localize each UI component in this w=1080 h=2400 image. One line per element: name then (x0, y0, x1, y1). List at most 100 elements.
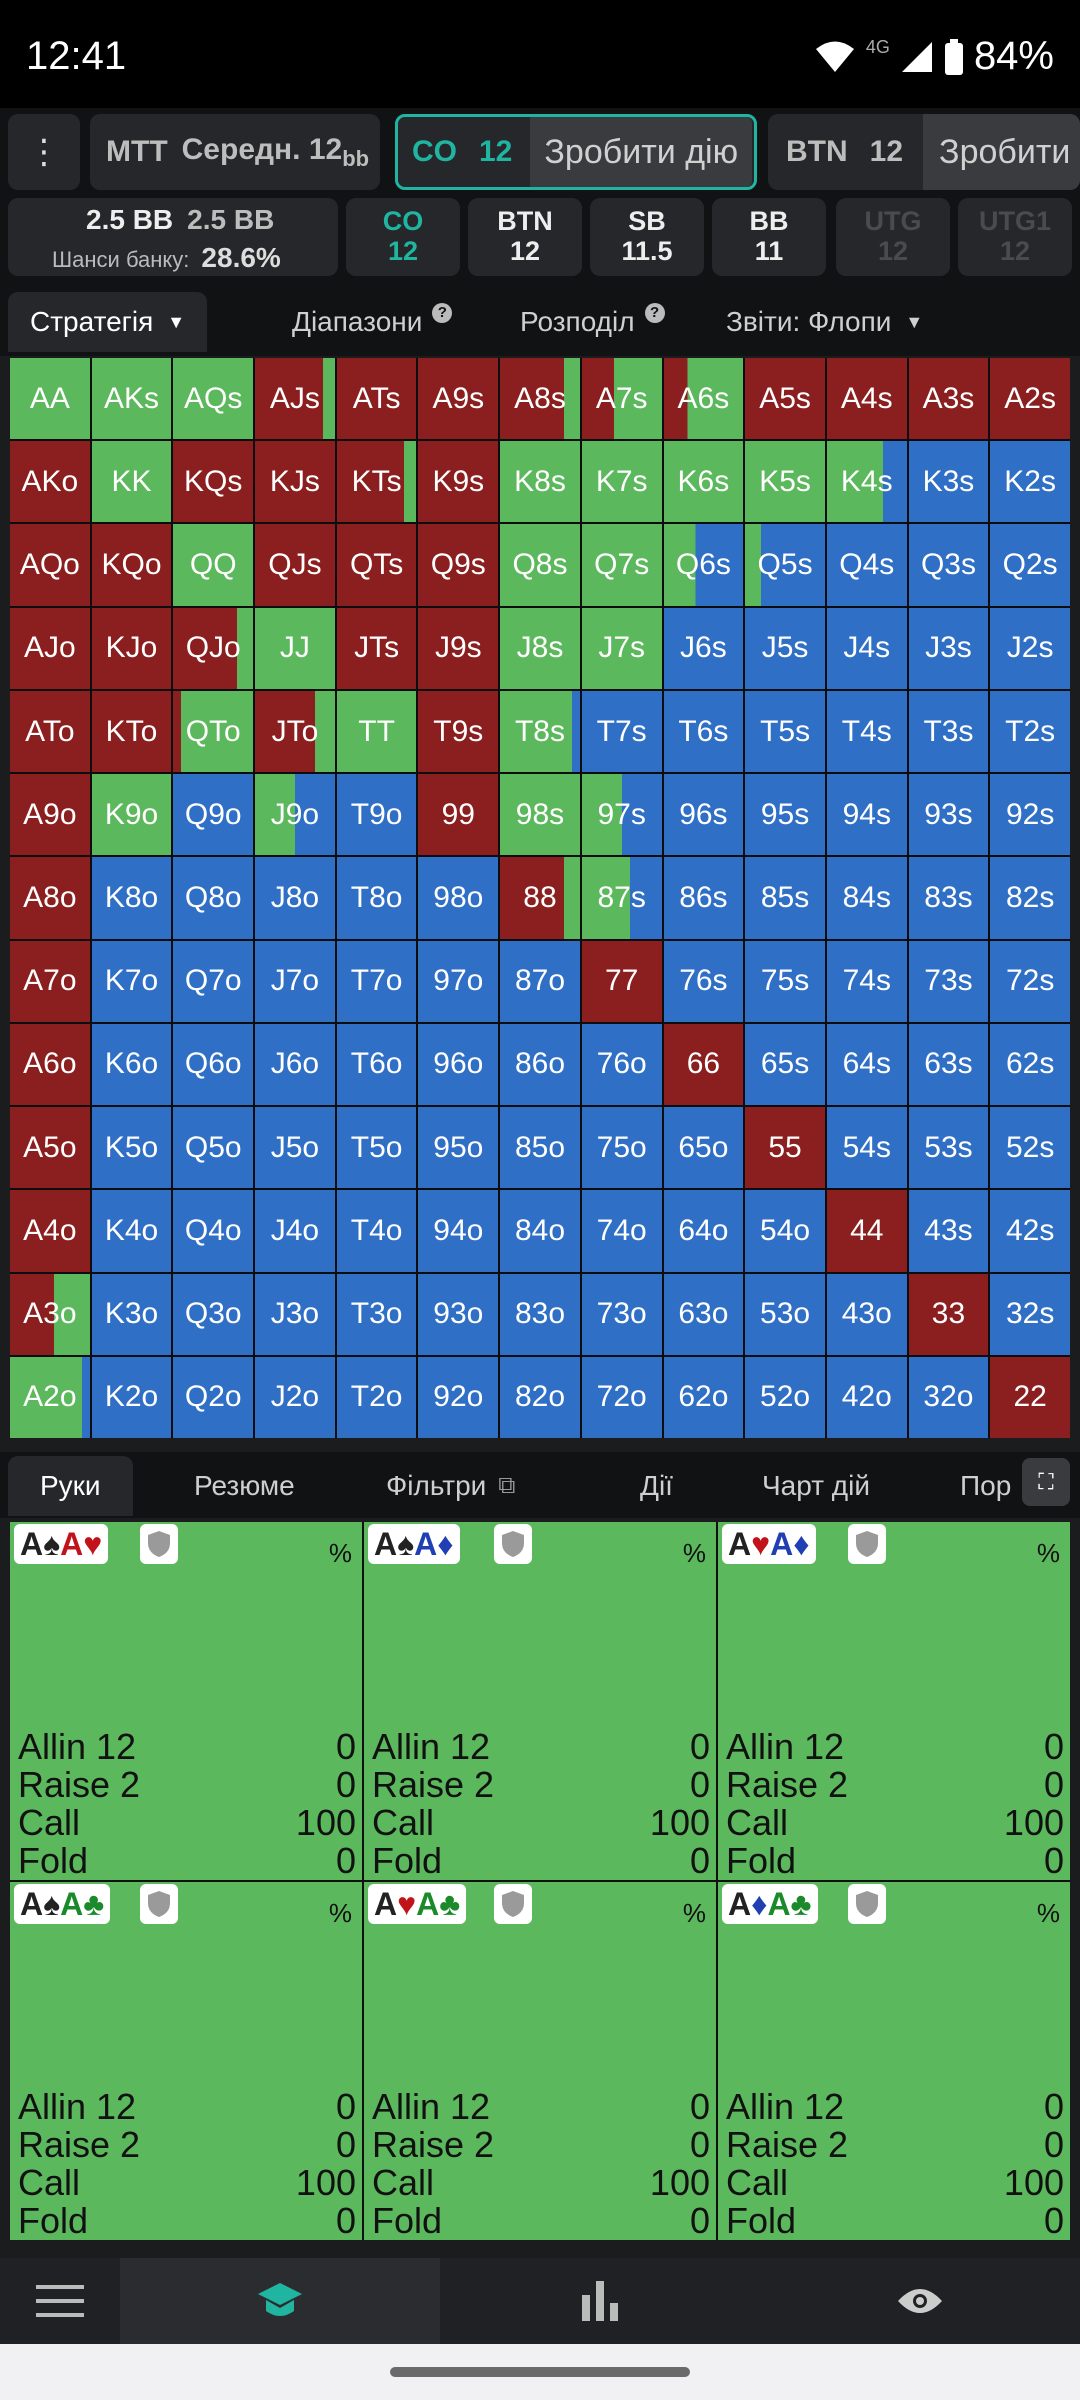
tab-summary[interactable]: Резюме (194, 1470, 295, 1501)
hand-cell-T4s[interactable]: T4s (826, 690, 907, 773)
hand-cell-A7s[interactable]: A7s (581, 358, 662, 440)
hand-cell-A8o[interactable]: A8o (10, 857, 90, 939)
hand-cell-T3s[interactable]: T3s (908, 690, 989, 773)
hand-combo-card[interactable]: A ♠ A ♣% Allin 12 0 Raise 2 0 Call 100 Fold 0 (10, 1882, 362, 2240)
hand-cell-J5s[interactable]: J5s (745, 607, 825, 689)
hand-cell-J4s[interactable]: J4s (826, 607, 907, 689)
hand-cell-64o[interactable]: 64o (663, 1190, 744, 1272)
hand-cell-J7s[interactable]: J7s (581, 607, 662, 689)
hand-cell-Q2s[interactable]: Q2s (990, 524, 1070, 606)
hand-cell-98o[interactable]: 98o (418, 857, 499, 939)
hand-cell-65o[interactable]: 65o (663, 1107, 744, 1189)
tab-filters[interactable]: Фільтри ⧉ (386, 1456, 515, 1516)
tab-hands[interactable]: Руки (8, 1456, 133, 1516)
home-handle[interactable] (390, 2367, 690, 2377)
hand-cell-A5s[interactable]: A5s (745, 358, 825, 440)
hand-cell-76s[interactable]: 76s (663, 940, 744, 1022)
hand-cell-32s[interactable]: 32s (990, 1273, 1070, 1355)
hand-cell-K6o[interactable]: K6o (91, 1023, 172, 1106)
hand-cell-87o[interactable]: 87o (500, 940, 580, 1022)
shield-icon[interactable] (848, 1524, 886, 1564)
hand-cell-88[interactable]: 88 (500, 857, 580, 939)
hand-cell-Q5o[interactable]: Q5o (173, 1107, 254, 1189)
hand-cell-84s[interactable]: 84s (826, 857, 907, 939)
hand-cell-K5o[interactable]: K5o (91, 1107, 172, 1189)
hand-cell-97o[interactable]: 97o (418, 940, 499, 1022)
seat-utg1[interactable]: UTG1 12 (958, 198, 1072, 276)
hand-cell-J8s[interactable]: J8s (500, 607, 580, 689)
hand-cell-75o[interactable]: 75o (581, 1107, 662, 1189)
hand-cell-KK[interactable]: KK (91, 441, 172, 523)
hand-cell-QTs[interactable]: QTs (336, 524, 417, 606)
hand-cell-KTs[interactable]: KTs (336, 441, 417, 523)
menu-icon[interactable] (0, 2258, 120, 2344)
hand-cell-AKs[interactable]: AKs (91, 358, 172, 440)
hand-cell-Q8o[interactable]: Q8o (173, 857, 254, 939)
hand-cell-98s[interactable]: 98s (500, 774, 580, 856)
hand-cell-64s[interactable]: 64s (826, 1023, 907, 1106)
hand-cell-75s[interactable]: 75s (745, 940, 825, 1022)
hand-cell-77[interactable]: 77 (581, 940, 662, 1022)
hand-cell-92o[interactable]: 92o (418, 1356, 499, 1438)
more-menu-icon[interactable]: ⋮ (8, 114, 80, 190)
hand-cell-K2s[interactable]: K2s (990, 441, 1070, 523)
hand-cell-T5o[interactable]: T5o (336, 1107, 417, 1189)
hand-cell-T9s[interactable]: T9s (418, 690, 499, 773)
hand-cell-52s[interactable]: 52s (990, 1107, 1070, 1189)
help-icon[interactable]: ? (644, 303, 665, 323)
hand-cell-A6s[interactable]: A6s (663, 358, 744, 440)
tab-distribution[interactable]: Розподіл? (520, 292, 665, 352)
hand-cell-63s[interactable]: 63s (908, 1023, 989, 1106)
hand-cell-AA[interactable]: AA (10, 358, 90, 440)
hand-cell-53o[interactable]: 53o (745, 1273, 825, 1355)
hand-cell-65s[interactable]: 65s (745, 1023, 825, 1106)
hand-cell-J7o[interactable]: J7o (255, 940, 335, 1022)
hand-cell-85s[interactable]: 85s (745, 857, 825, 939)
seat-sb[interactable]: SB 11.5 (590, 198, 704, 276)
hand-cell-86s[interactable]: 86s (663, 857, 744, 939)
hand-cell-K2o[interactable]: K2o (91, 1356, 172, 1438)
hand-cell-ATs[interactable]: ATs (336, 358, 417, 440)
hand-cell-AQs[interactable]: AQs (173, 358, 254, 440)
tab-action-chart[interactable]: Чарт дій (762, 1470, 870, 1501)
hand-cell-96s[interactable]: 96s (663, 774, 744, 856)
hand-cell-T6s[interactable]: T6s (663, 690, 744, 773)
current-spot-co[interactable]: CO 12 Зробити дію (395, 114, 757, 190)
hand-cell-QQ[interactable]: QQ (173, 524, 254, 606)
hand-cell-74o[interactable]: 74o (581, 1190, 662, 1272)
hand-cell-A9s[interactable]: A9s (418, 358, 499, 440)
shield-icon[interactable] (140, 1524, 178, 1564)
hand-cell-KJo[interactable]: KJo (91, 607, 172, 689)
hand-cell-A8s[interactable]: A8s (500, 358, 580, 440)
hand-combo-card[interactable]: A ♦ A ♣% Allin 12 0 Raise 2 0 Call 100 Fold 0 (718, 1882, 1070, 2240)
hand-cell-Q4o[interactable]: Q4o (173, 1190, 254, 1272)
hand-cell-Q9o[interactable]: Q9o (173, 774, 254, 856)
hand-cell-K9o[interactable]: K9o (91, 774, 172, 856)
hand-cell-TT[interactable]: TT (336, 690, 417, 773)
hand-cell-KQo[interactable]: KQo (91, 524, 172, 606)
tab-reports-flops[interactable]: Звіти: Флопи ▼ (726, 292, 923, 352)
hand-cell-AJo[interactable]: AJo (10, 607, 90, 689)
hand-cell-22[interactable]: 22 (990, 1356, 1070, 1438)
hand-cell-KQs[interactable]: KQs (173, 441, 254, 523)
hand-cell-66[interactable]: 66 (663, 1023, 744, 1106)
hand-cell-83s[interactable]: 83s (908, 857, 989, 939)
hand-cell-96o[interactable]: 96o (418, 1023, 499, 1106)
hand-cell-94s[interactable]: 94s (826, 774, 907, 856)
hand-cell-Q3s[interactable]: Q3s (908, 524, 989, 606)
hand-cell-QTo[interactable]: QTo (173, 690, 254, 773)
hand-cell-43o[interactable]: 43o (826, 1273, 907, 1355)
hand-cell-J2s[interactable]: J2s (990, 607, 1070, 689)
tab-actions[interactable]: Дії (640, 1470, 673, 1501)
hand-cell-93s[interactable]: 93s (908, 774, 989, 856)
hand-cell-JTs[interactable]: JTs (336, 607, 417, 689)
hand-cell-AKo[interactable]: AKo (10, 441, 90, 523)
hand-cell-52o[interactable]: 52o (745, 1356, 825, 1438)
hand-cell-T5s[interactable]: T5s (745, 690, 825, 773)
hand-cell-A2o[interactable]: A2o (10, 1356, 90, 1438)
hand-combo-card[interactable]: A ♠ A ♦% Allin 12 0 Raise 2 0 Call 100 Fold 0 (364, 1522, 716, 1880)
seat-bb[interactable]: BB 11 (712, 198, 826, 276)
hand-cell-82s[interactable]: 82s (990, 857, 1070, 939)
hand-cell-K3s[interactable]: K3s (908, 441, 989, 523)
hand-cell-62s[interactable]: 62s (990, 1023, 1070, 1106)
